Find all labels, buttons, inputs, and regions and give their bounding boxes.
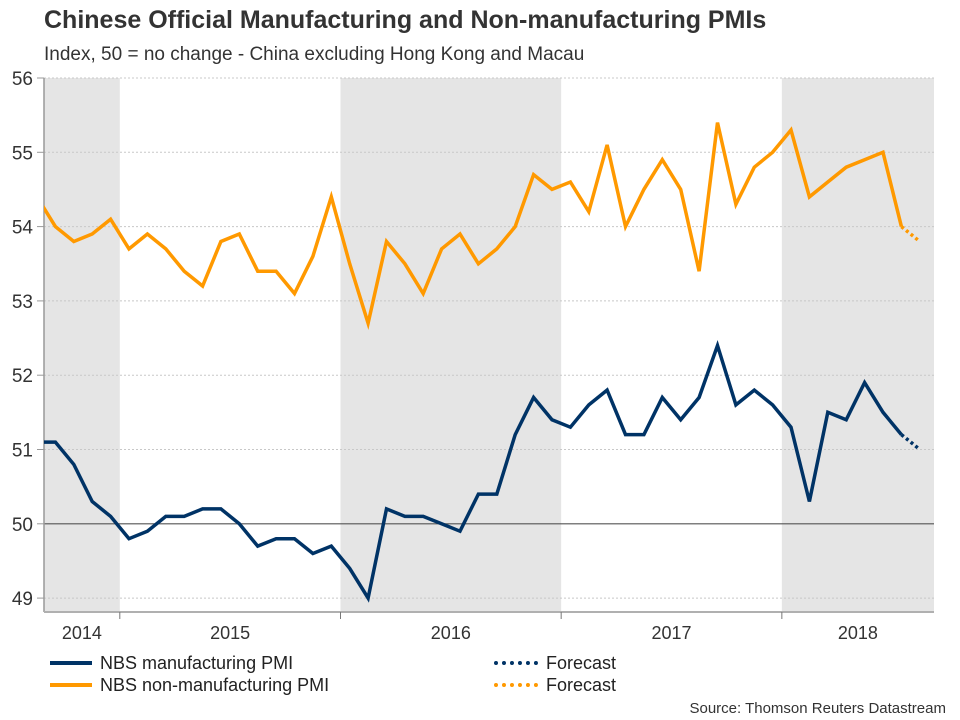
shade-2016 bbox=[340, 78, 562, 612]
y-tick-label: 56 bbox=[12, 69, 33, 90]
x-tick-label: 2017 bbox=[651, 623, 691, 643]
legend-label-non-manufacturing: NBS non-manufacturing PMI bbox=[100, 674, 330, 695]
forecast-line-non-manufacturing bbox=[900, 225, 921, 243]
x-tick-label: 2014 bbox=[62, 623, 102, 643]
chart-subtitle: Index, 50 = no change - China excluding … bbox=[44, 44, 585, 65]
y-tick-label: 49 bbox=[12, 589, 33, 610]
legend-swatch-forecast-manufacturing bbox=[494, 661, 538, 665]
y-tick-label: 55 bbox=[12, 143, 33, 164]
legend-label-manufacturing: NBS manufacturing PMI bbox=[100, 652, 294, 673]
chart-title: Chinese Official Manufacturing and Non-m… bbox=[44, 6, 767, 34]
legend-swatch-manufacturing bbox=[50, 661, 92, 665]
x-tick-label: 2016 bbox=[431, 623, 471, 643]
y-tick-label: 51 bbox=[12, 441, 33, 462]
x-tick-label: 2018 bbox=[838, 623, 878, 643]
legend-right: Forecast Forecast bbox=[494, 652, 616, 696]
y-tick-label: 54 bbox=[12, 218, 34, 239]
series-lines bbox=[44, 122, 921, 603]
gridlines bbox=[44, 77, 934, 599]
legend-item-manufacturing: NBS manufacturing PMI bbox=[50, 652, 329, 674]
series-line-non-manufacturing bbox=[44, 122, 904, 330]
legend-swatch-non-manufacturing bbox=[50, 683, 92, 687]
legend-label-forecast-non-manufacturing: Forecast bbox=[546, 674, 617, 695]
y-axis-ticks: 49 50 51 52 53 54 55 56 bbox=[12, 69, 44, 610]
legend-item-forecast-manufacturing: Forecast bbox=[494, 652, 616, 674]
shade-2014 bbox=[44, 78, 120, 612]
y-tick-label: 50 bbox=[12, 515, 33, 536]
shade-2018 bbox=[781, 78, 934, 612]
x-axis-ticks: 2014 2015 2016 2017 2018 bbox=[62, 612, 878, 643]
y-tick-label: 52 bbox=[12, 366, 33, 387]
forecast-line-manufacturing bbox=[900, 433, 921, 451]
legend-swatch-forecast-non-manufacturing bbox=[494, 683, 538, 687]
x-tick-label: 2015 bbox=[210, 623, 250, 643]
legend-label-forecast-manufacturing: Forecast bbox=[546, 652, 617, 673]
source-note: Source: Thomson Reuters Datastream bbox=[689, 700, 946, 717]
y-tick-label: 53 bbox=[12, 292, 33, 313]
year-shading bbox=[44, 78, 934, 612]
axes bbox=[43, 78, 934, 613]
series-line-manufacturing bbox=[44, 339, 903, 603]
legend-left: NBS manufacturing PMI NBS non-manufactur… bbox=[50, 652, 329, 696]
legend-item-non-manufacturing: NBS non-manufacturing PMI bbox=[50, 674, 329, 696]
legend-item-forecast-non-manufacturing: Forecast bbox=[494, 674, 616, 696]
